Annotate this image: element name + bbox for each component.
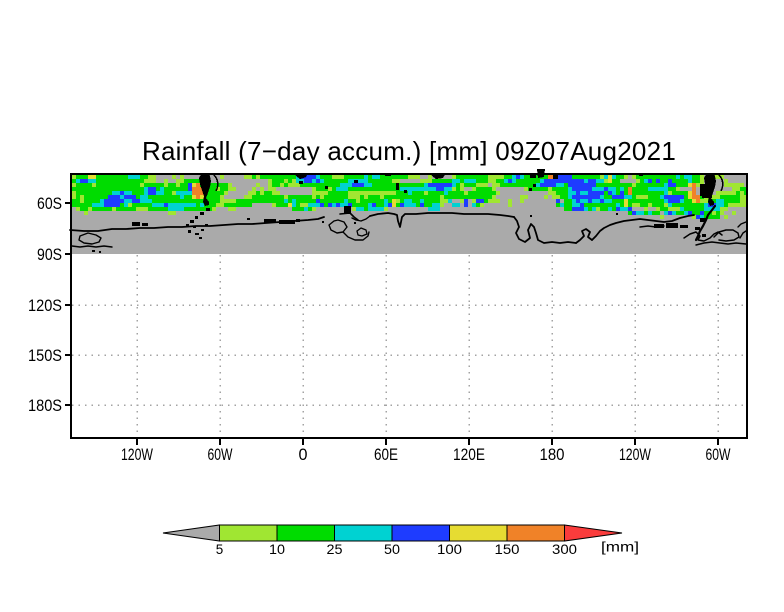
- svg-text:0: 0: [299, 445, 308, 464]
- svg-text:120W: 120W: [121, 445, 153, 464]
- svg-text:90S: 90S: [37, 245, 62, 264]
- svg-text:100: 100: [437, 542, 462, 557]
- svg-text:5: 5: [216, 542, 224, 557]
- svg-text:120E: 120E: [453, 445, 485, 464]
- svg-text:60S: 60S: [37, 194, 62, 213]
- svg-text:60W: 60W: [706, 445, 731, 464]
- svg-text:25: 25: [327, 542, 343, 557]
- svg-text:[mm]: [mm]: [601, 539, 639, 555]
- svg-text:50: 50: [384, 542, 400, 557]
- svg-text:300: 300: [552, 542, 577, 557]
- svg-text:150S: 150S: [28, 346, 62, 365]
- svg-text:180S: 180S: [28, 396, 62, 415]
- svg-text:10: 10: [269, 542, 285, 557]
- svg-text:60W: 60W: [208, 445, 233, 464]
- svg-text:60E: 60E: [374, 445, 398, 464]
- svg-text:120W: 120W: [619, 445, 651, 464]
- svg-text:180: 180: [540, 445, 565, 464]
- svg-text:150: 150: [495, 542, 520, 557]
- svg-text:120S: 120S: [28, 296, 62, 315]
- svg-text:Rainfall (7−day accum.) [mm] 0: Rainfall (7−day accum.) [mm] 09Z07Aug202…: [142, 136, 676, 166]
